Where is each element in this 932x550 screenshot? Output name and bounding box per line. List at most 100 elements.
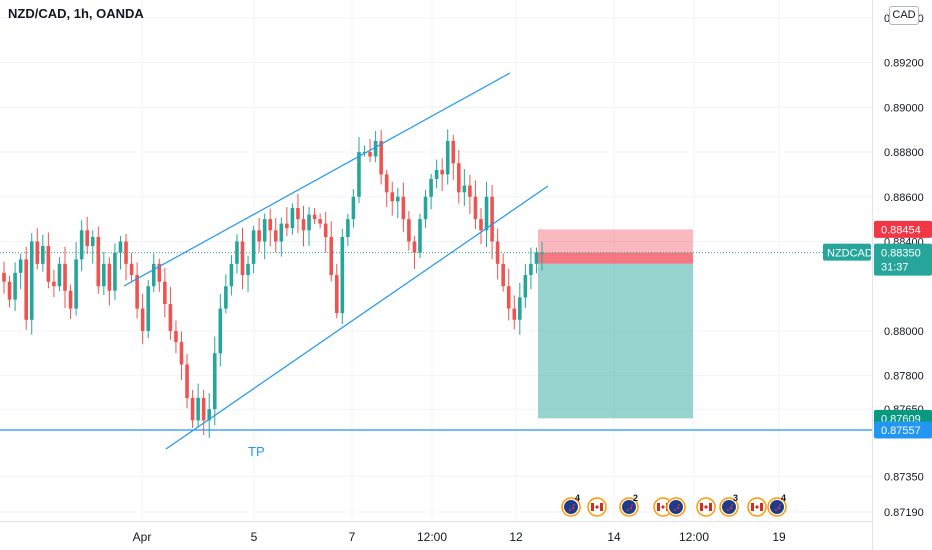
candle-body bbox=[179, 342, 184, 365]
candle-body bbox=[390, 192, 395, 202]
horizontal-line-price-label-bg[interactable] bbox=[874, 421, 932, 439]
candle-body bbox=[318, 219, 322, 224]
candle-body bbox=[7, 281, 12, 300]
candle-body bbox=[224, 286, 228, 309]
candle-body bbox=[334, 275, 339, 314]
tp-label: TP bbox=[248, 444, 265, 459]
time-tick-label: 14 bbox=[607, 530, 621, 544]
currency-button[interactable]: CAD bbox=[889, 6, 919, 25]
candle-body bbox=[301, 219, 306, 231]
candle-body bbox=[57, 263, 62, 287]
candle-body bbox=[52, 281, 56, 287]
candle-body bbox=[151, 263, 156, 287]
price-tick-label: 0.89000 bbox=[884, 102, 924, 114]
candle-body bbox=[107, 263, 112, 291]
candle-body bbox=[185, 364, 189, 399]
candle-body bbox=[468, 185, 472, 197]
candle-body bbox=[362, 152, 367, 154]
nz-flag-icon[interactable] bbox=[666, 497, 686, 517]
candle-body bbox=[357, 152, 361, 197]
candle-body bbox=[518, 297, 522, 320]
nz-flag-field bbox=[564, 500, 578, 514]
candle-body bbox=[307, 214, 311, 231]
candle-body bbox=[323, 223, 328, 238]
candle-body bbox=[102, 263, 106, 287]
stop-loss-price-label-bg[interactable] bbox=[874, 220, 932, 238]
ca-flag-icon[interactable] bbox=[747, 497, 767, 517]
candle-body bbox=[407, 219, 411, 242]
take-profit-zone[interactable] bbox=[538, 263, 693, 419]
maple-leaf bbox=[755, 505, 759, 509]
candle-body bbox=[395, 196, 400, 202]
event-count-badge: 4 bbox=[575, 493, 580, 503]
event-markers[interactable]: 4 2 3 4 bbox=[561, 493, 787, 517]
candle-body bbox=[41, 245, 45, 264]
nz-flag-icon[interactable]: 2 bbox=[619, 493, 639, 517]
candle-body bbox=[373, 140, 378, 157]
time-tick-label: 12:00 bbox=[417, 530, 447, 544]
nz-flag-field bbox=[770, 500, 784, 514]
candle-body bbox=[440, 169, 444, 175]
candle-body bbox=[118, 241, 123, 253]
time-tick-label: 7 bbox=[349, 530, 356, 544]
event-count-badge: 3 bbox=[733, 493, 738, 503]
candle-body bbox=[251, 230, 256, 264]
candle-body bbox=[163, 281, 167, 305]
ca-flag-icon[interactable] bbox=[696, 497, 716, 517]
nz-flag-star bbox=[573, 504, 575, 506]
nz-flag-icon[interactable]: 4 bbox=[767, 493, 787, 517]
channel-lower-line[interactable] bbox=[165, 185, 549, 450]
position-zones[interactable] bbox=[538, 229, 693, 419]
candle-body bbox=[501, 263, 505, 287]
candle-body bbox=[445, 140, 450, 175]
candle-body bbox=[85, 230, 89, 246]
candle-body bbox=[63, 263, 67, 291]
candle-body bbox=[484, 196, 489, 231]
candle-body bbox=[312, 214, 317, 220]
candle-body bbox=[290, 207, 295, 229]
candle-body bbox=[506, 286, 511, 309]
candle-body bbox=[279, 223, 284, 242]
maple-leaf bbox=[704, 505, 708, 509]
time-axis[interactable]: Apr 5 7 12:00 12 14 12:00 19 bbox=[0, 521, 872, 545]
nz-flag-icon[interactable]: 3 bbox=[719, 493, 739, 517]
ca-flag-band-left bbox=[657, 503, 660, 511]
nz-flag-field bbox=[622, 500, 636, 514]
candle-body bbox=[285, 223, 289, 229]
ca-flag-band-right bbox=[709, 503, 712, 511]
nz-flag-icon[interactable]: 4 bbox=[561, 493, 581, 517]
time-tick-label: 12:00 bbox=[679, 530, 709, 544]
current-price-label: 0.88350 bbox=[881, 248, 921, 260]
nz-flag-field bbox=[669, 500, 683, 514]
candle-body bbox=[129, 263, 134, 276]
candle-body bbox=[346, 219, 350, 238]
candle-body bbox=[13, 272, 17, 300]
nz-flag-star bbox=[775, 509, 777, 511]
candle-body bbox=[340, 237, 345, 314]
event-count-badge: 4 bbox=[781, 493, 786, 503]
candle-body bbox=[273, 230, 278, 242]
candle-body bbox=[401, 196, 406, 220]
stop-loss-price-label: 0.88454 bbox=[881, 224, 921, 236]
candle-body bbox=[412, 241, 417, 253]
channel-upper-line[interactable] bbox=[123, 72, 511, 287]
time-tick-label: 5 bbox=[251, 530, 258, 544]
bar-countdown: 31:37 bbox=[881, 262, 909, 274]
candle-body bbox=[29, 241, 34, 320]
price-axis[interactable]: 0.894000.892000.890000.888000.886000.884… bbox=[823, 0, 932, 550]
candle-body bbox=[479, 219, 483, 231]
candle-body bbox=[368, 152, 372, 157]
grid bbox=[0, 0, 872, 521]
current-price-label-bg[interactable] bbox=[874, 243, 932, 276]
symbol-tag-bg[interactable] bbox=[823, 243, 871, 261]
ca-flag-band-right bbox=[760, 503, 763, 511]
candle-body bbox=[168, 304, 173, 331]
event-count-badge: 2 bbox=[633, 493, 638, 503]
nz-flag-star bbox=[627, 509, 629, 511]
drawings[interactable]: TP bbox=[0, 72, 872, 459]
ca-flag-icon[interactable] bbox=[587, 497, 607, 517]
candle-body bbox=[523, 275, 528, 298]
candle-body bbox=[246, 263, 250, 276]
nz-flag-star bbox=[571, 506, 575, 510]
